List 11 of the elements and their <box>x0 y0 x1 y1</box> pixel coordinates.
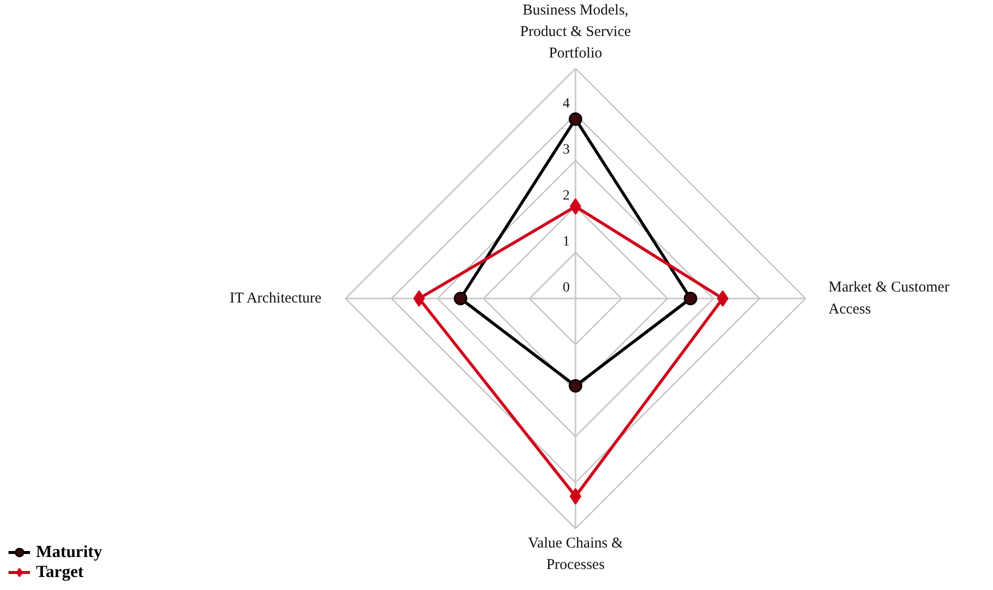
spoke-label: Business Models, Product & Service Portfolio <box>520 2 632 62</box>
y-tick-label: 4 <box>562 96 570 112</box>
legend-label: Target <box>36 562 84 582</box>
legend-label: Maturity <box>36 542 102 562</box>
y-tick-label: 3 <box>562 142 570 158</box>
y-tick-label: 1 <box>562 234 570 250</box>
y-tick-label: 2 <box>562 188 570 204</box>
spoke-label: Market & Customer Access <box>828 280 950 318</box>
y-tick-label: 0 <box>562 280 570 296</box>
spoke-label: Value Chains & Processes <box>528 535 624 573</box>
spoke-label: IT Architecture <box>230 290 322 306</box>
